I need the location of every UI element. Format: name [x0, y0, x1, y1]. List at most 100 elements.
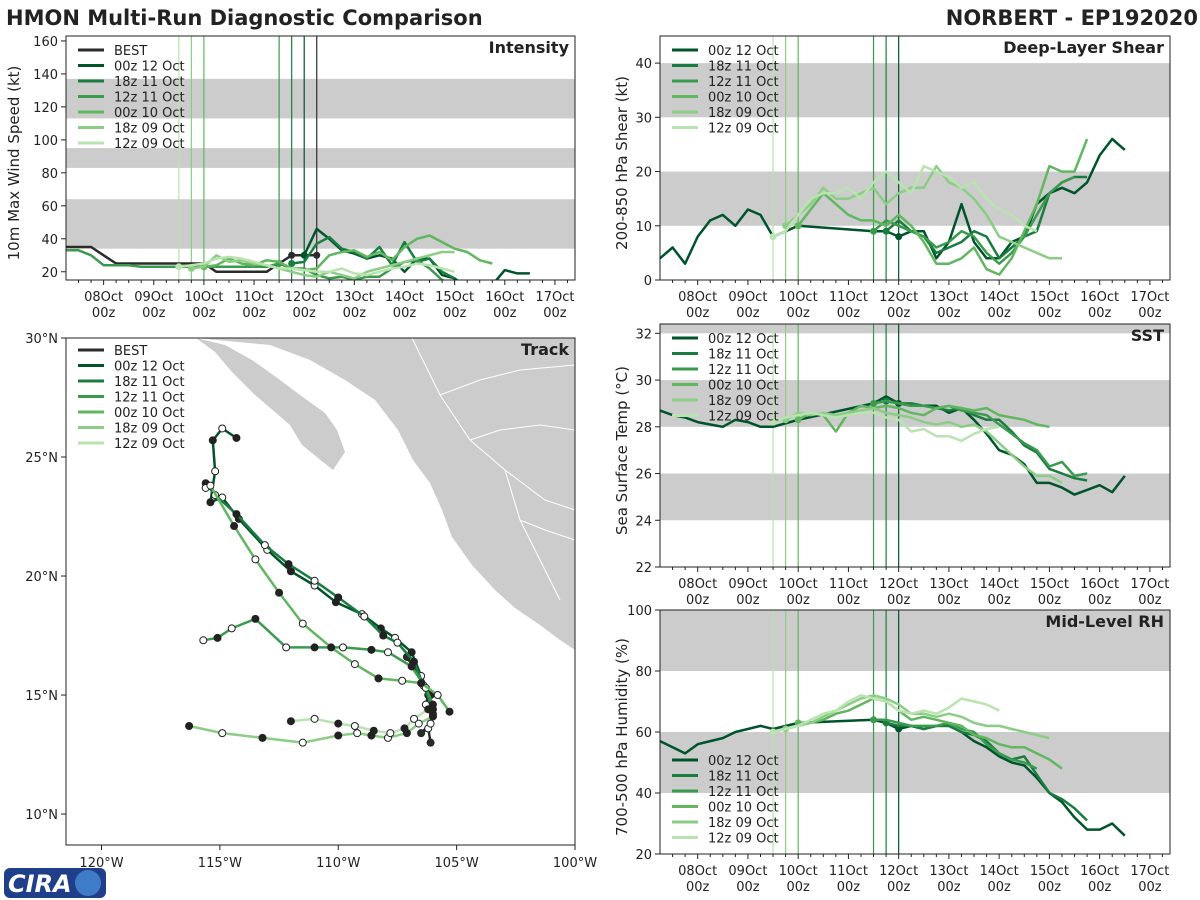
- init-marker: [794, 416, 802, 424]
- y-tick-label: 30: [635, 111, 652, 126]
- series-line-00z-10-oct: [203, 234, 493, 272]
- track-point: [298, 738, 307, 747]
- y-tick-label: 80: [41, 167, 58, 182]
- track-point: [230, 522, 239, 531]
- legend-label: 12z 11 Oct: [708, 363, 779, 378]
- legend-label: BEST: [114, 344, 147, 359]
- track-point: [407, 648, 416, 657]
- init-marker: [313, 251, 321, 259]
- x-tick-label: 09Oct 00z: [728, 577, 767, 608]
- x-tick-label: 15Oct 00z: [1030, 577, 1069, 608]
- legend-label: 00z 12 Oct: [708, 44, 779, 59]
- threshold-band: [660, 610, 1170, 671]
- track-point: [218, 424, 227, 433]
- track-point: [426, 738, 435, 747]
- init-marker: [175, 263, 183, 271]
- series-line-18z-09-oct: [191, 250, 455, 280]
- x-tick-label: 09Oct 00z: [728, 290, 767, 321]
- y-tick-label: 24: [635, 514, 652, 529]
- x-tick-label: 115°W: [198, 856, 242, 871]
- legend-label: 12z 11 Oct: [708, 75, 779, 90]
- y-tick-label: 100: [627, 604, 652, 619]
- series-group: [185, 424, 454, 747]
- init-marker: [769, 728, 777, 736]
- track-point: [185, 721, 194, 730]
- chart-rh: 20 40 60 80 100 08Oct 00z 09Oct 00z 10Oct 00z 11Oct…: [613, 604, 1171, 895]
- track-point: [350, 660, 359, 669]
- track-point: [334, 731, 343, 740]
- y-tick-label: 26: [635, 468, 652, 483]
- track-point: [206, 481, 215, 490]
- x-tick-label: 15Oct 00z: [435, 290, 474, 321]
- y-tick-label: 20°N: [25, 570, 58, 585]
- track-point: [282, 643, 291, 652]
- y-tick-label: 160: [33, 35, 58, 50]
- x-tick-label: 10Oct 00z: [779, 864, 818, 895]
- track-point: [386, 729, 395, 738]
- series-group: [660, 137, 1126, 276]
- init-marker: [895, 725, 903, 733]
- track-point: [334, 593, 343, 602]
- series-line-18z-09-oct: [785, 694, 1050, 740]
- y-axis-label: 700-500 hPa Humidity (%): [613, 638, 631, 836]
- y-tick-label: 80: [635, 665, 652, 680]
- x-tick-label: 13Oct 00z: [929, 864, 968, 895]
- track-point: [298, 619, 307, 628]
- legend-label: 18z 11 Oct: [708, 770, 779, 785]
- legend-label: 18z 09 Oct: [114, 122, 185, 137]
- y-tick-label: 30°N: [25, 332, 58, 347]
- x-tick-label: 110°W: [316, 856, 360, 871]
- x-tick-label: 13Oct 00z: [929, 577, 968, 608]
- x-tick-label: 17Oct 00z: [1130, 577, 1169, 608]
- init-marker: [769, 233, 777, 241]
- init-marker: [882, 227, 890, 235]
- track-point: [393, 638, 402, 647]
- track-point: [367, 645, 376, 654]
- track-point: [445, 707, 454, 716]
- track-point: [251, 614, 260, 623]
- x-tick-label: 15Oct 00z: [1030, 864, 1069, 895]
- plot-frame: [659, 35, 1171, 281]
- series-line-12z-11-oct: [873, 399, 1088, 478]
- chart-track: 10°N 15°N 20°N 25°N 30°N 120°W 115°W 110°W 105°W…: [25, 332, 597, 871]
- series-line-00z-12-oct: [209, 427, 432, 696]
- x-tick-label: 100°W: [553, 856, 597, 871]
- track-point: [218, 729, 227, 738]
- track-point: [334, 719, 343, 728]
- x-tick-label: 09Oct 00z: [728, 864, 767, 895]
- x-tick-label: 15Oct 00z: [1030, 290, 1069, 321]
- legend-label: 12z 11 Oct: [114, 391, 185, 406]
- legend-label: 18z 09 Oct: [114, 422, 185, 437]
- init-marker: [300, 251, 308, 259]
- legend-label: 12z 09 Oct: [708, 832, 779, 847]
- legend-label: 12z 09 Oct: [708, 122, 779, 137]
- track-point: [353, 729, 362, 738]
- panel-title: SST: [1131, 326, 1164, 345]
- series-line-00z-10-oct: [797, 138, 1089, 276]
- y-tick-label: 40: [41, 233, 58, 248]
- track-point: [232, 433, 241, 442]
- threshold-band: [66, 78, 575, 119]
- legend-label: 12z 09 Oct: [708, 410, 779, 425]
- track-point: [206, 498, 215, 507]
- legend-label: 00z 10 Oct: [708, 801, 779, 816]
- x-tick-label: 16Oct 00z: [1080, 864, 1119, 895]
- legend-label: 12z 09 Oct: [114, 437, 185, 452]
- x-tick-label: 16Oct 00z: [1080, 577, 1119, 608]
- legend-label: 00z 10 Oct: [708, 91, 779, 106]
- series-line-18z-09-oct: [784, 406, 1063, 484]
- series-line-18z-11-oct: [204, 481, 435, 710]
- legend-label: 12z 09 Oct: [114, 137, 185, 152]
- track-point: [383, 648, 392, 657]
- x-tick-label: 12Oct 00z: [879, 290, 918, 321]
- series-line-00z-10-oct: [797, 404, 1050, 433]
- series-line-12z-09-oct: [772, 164, 1038, 238]
- init-marker: [870, 227, 878, 235]
- track-point: [199, 636, 208, 645]
- y-tick-label: 30: [635, 374, 652, 389]
- cira-logo-text: CIRA: [8, 870, 72, 898]
- track-point: [310, 643, 319, 652]
